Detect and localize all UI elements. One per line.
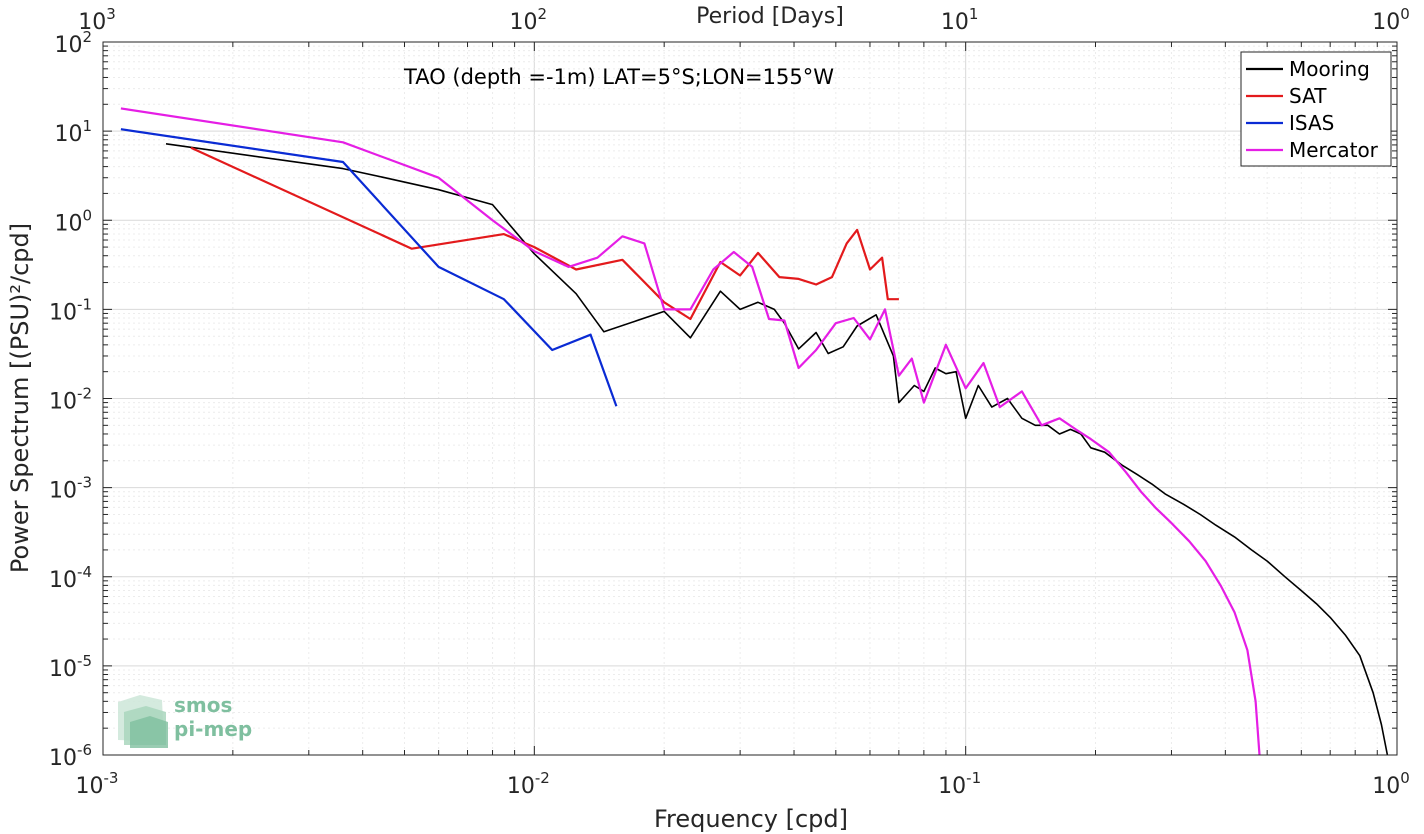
top-tick-label: 101 — [941, 5, 979, 35]
legend-label-mooring: Mooring — [1289, 57, 1370, 81]
series-line-mooring — [165, 143, 1389, 756]
chart-annotation: TAO (depth =-1m) LAT=5°S;LON=155°W — [403, 65, 834, 89]
legend-label-isas: ISAS — [1289, 111, 1334, 135]
y-axis-ticks: 10-6 10-5 10-4 10-3 10-2 10-1 100 101 102 — [49, 28, 92, 771]
x-tick-label: 10-2 — [507, 769, 550, 799]
series-layer — [120, 107, 1389, 756]
x-tick-label: 10-3 — [76, 769, 119, 799]
series-line-mercator — [120, 107, 1261, 756]
top-tick-label: 102 — [510, 5, 548, 35]
y-tick-label: 101 — [54, 117, 92, 147]
y-axis-title: Power Spectrum [(PSU)²/cpd] — [6, 223, 34, 573]
y-tick-label: 102 — [54, 28, 92, 58]
logo-line-1: smos — [174, 693, 232, 717]
y-tick-label: 10-3 — [49, 474, 92, 504]
x-tick-label: 10-1 — [938, 769, 981, 799]
y-tick-label: 100 — [54, 206, 92, 236]
legend-label-mercator: Mercator — [1289, 138, 1379, 162]
top-tick-label: 100 — [1372, 5, 1410, 35]
x-axis-title: Frequency [cpd] — [654, 805, 848, 833]
x-axis-ticks: 10-3 10-2 10-1 100 — [76, 769, 1410, 799]
legend: Mooring SAT ISAS Mercator — [1240, 51, 1392, 167]
legend-box — [1240, 51, 1392, 167]
y-tick-label: 10-1 — [49, 295, 92, 325]
smos-pi-mep-logo: smos pi-mep — [118, 693, 252, 748]
y-tick-label: 10-4 — [49, 563, 92, 593]
x-tick-label: 100 — [1372, 769, 1410, 799]
top-axis-ticks: 103 102 101 100 — [78, 5, 1410, 35]
y-tick-label: 10-6 — [49, 741, 92, 771]
y-tick-label: 10-5 — [49, 652, 92, 682]
grid — [102, 42, 1397, 756]
top-tick-label: 103 — [78, 5, 116, 35]
legend-label-sat: SAT — [1289, 84, 1327, 108]
series-line-isas — [120, 128, 618, 407]
axes-frame — [102, 41, 1398, 756]
series-line-sat — [190, 146, 899, 321]
top-axis-title: Period [Days] — [696, 4, 844, 29]
logo-line-2: pi-mep — [174, 717, 252, 741]
y-tick-label: 10-2 — [49, 385, 92, 415]
